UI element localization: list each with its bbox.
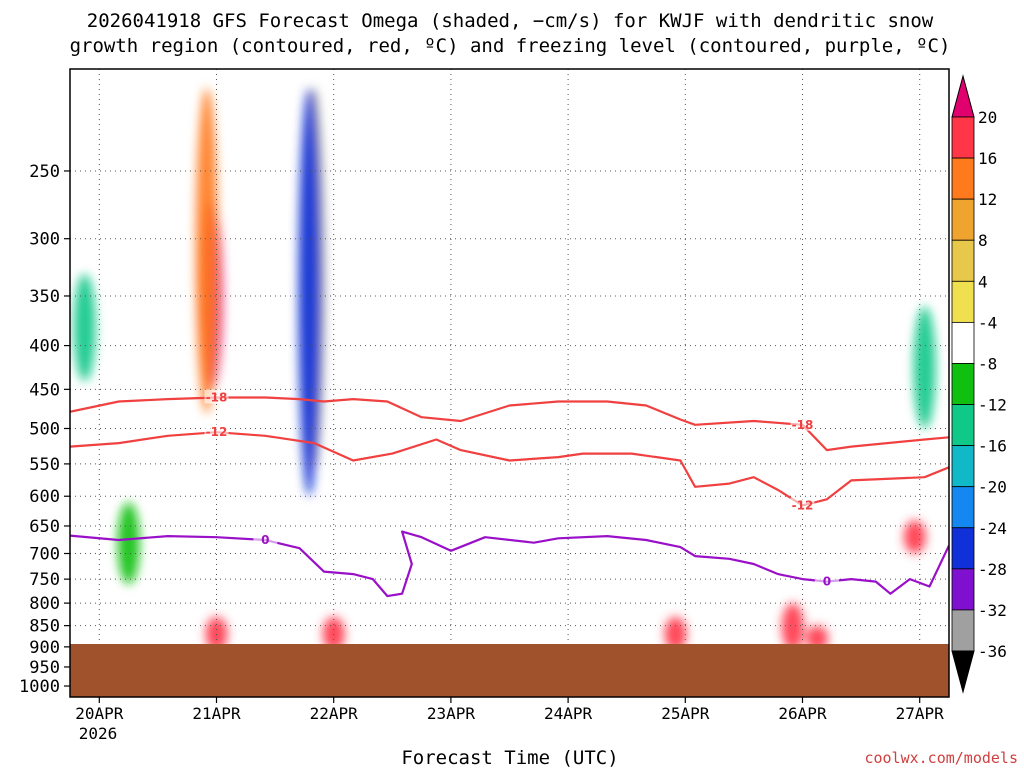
x-axis-label: Forecast Time (UTC) [401,747,618,768]
y-tick-label-8: 650 [29,517,60,537]
dendritic-contour-label-1-0: -12 [206,425,228,439]
omega-cell-1 [195,88,218,414]
x-tick-label-7: 27APR [896,704,945,723]
omega-cell-13 [703,69,726,364]
colorbar-label-3: 8 [978,231,988,250]
colorbar-label-0: 20 [978,108,997,127]
omega-cell-12 [117,502,140,585]
colorbar-label-7: -12 [978,396,1007,415]
colorbar-segment-9 [951,486,975,529]
chart-title-line-2: growth region (contoured, red, ºC) and f… [70,35,951,57]
omega-cell-10 [73,274,96,381]
y-tick-label-11: 800 [29,594,60,614]
colorbar-label-1: 16 [978,149,997,168]
freezing-contour-label-bg-0-1 [814,573,839,588]
plot-frame [69,68,950,698]
omega-cell-3 [298,88,321,497]
dendritic-contour-label-0-1: -18 [792,418,814,432]
colorbar-label-4: 4 [978,272,988,291]
omega-cell-4 [205,616,228,651]
colorbar-label-6: -8 [978,354,997,373]
colorbar-segment-10 [951,527,975,570]
omega-cell-9 [903,520,926,554]
colorbar-label-2: 12 [978,190,997,209]
dendritic-contour-label-bg-1-0 [204,424,229,439]
freezing-contour-label-0-1: 0 [823,575,831,589]
colorbar-segment-7 [951,404,975,447]
plot-background [70,69,949,697]
omega-cell-5 [322,616,345,651]
colorbar-bottom-arrow [951,650,975,694]
colorbar-segment-6 [951,363,975,405]
colorbar-label-9: -20 [978,478,1007,497]
x-tick-label-6: 26APR [778,704,827,723]
y-tick-label-0: 250 [29,162,60,182]
dendritic-contour-label-0-0: -18 [206,391,228,405]
y-tick-label-10: 750 [29,570,60,590]
colorbar-top-arrow [951,74,975,118]
y-tick-label-3: 400 [29,337,60,357]
y-tick-label-1: 300 [29,230,60,250]
colorbar-segment-12 [951,609,975,652]
colorbar: 20 16 12 8 4 -4 -8 -12 -16 -20 -24 -28 -32 -36 [951,74,1007,694]
colorbar-segment-0 [951,116,975,159]
freezing-contour-line-0 [70,530,949,598]
chart-title-line-1: 2026041918 GFS Forecast Omega (shaded, −… [87,10,934,32]
contours: -18 -18 -12 -12 0 0 [70,389,949,598]
x-tick-label-4: 24APR [544,704,593,723]
x-tick-label-2: 22APR [310,704,359,723]
x-tick-label-5: 25APR [661,704,710,723]
y-tick-label-12: 850 [29,617,60,637]
x-axis-sublabel: 2026 [79,724,118,743]
colorbar-segment-1 [951,157,975,200]
dendritic-contour-label-bg-0-1 [790,416,815,431]
colorbar-segment-3 [951,239,975,282]
y-tick-label-4: 450 [29,380,60,400]
y-axis: 2503003504004505005506006507007508008509… [19,162,70,697]
y-tick-label-9: 700 [29,545,60,565]
freezing-contour-label-0-0: 0 [261,533,269,547]
colorbar-segment-8 [951,445,975,488]
y-tick-label-13: 900 [29,638,60,658]
x-tick-label-3: 23APR [427,704,476,723]
colorbar-segment-4 [951,280,975,323]
colorbar-label-13: -36 [978,642,1007,661]
colorbar-label-11: -28 [978,560,1007,579]
colorbar-label-8: -16 [978,437,1007,456]
x-tick-label-0: 20APR [75,704,124,723]
y-tick-label-15: 1000 [19,677,60,697]
ground-surface [70,644,949,697]
omega-cell-11 [913,306,936,429]
y-tick-label-6: 550 [29,455,60,475]
colorbar-segment-5 [951,321,975,364]
x-tick-label-1: 21APR [192,704,241,723]
omega-cell-7 [781,603,804,651]
y-tick-label-2: 350 [29,287,60,307]
dendritic-contour-line-0 [70,396,949,452]
dendritic-contour-label-bg-1-1 [790,497,815,512]
freezing-contour-label-bg-0-0 [253,531,278,546]
y-tick-label-14: 950 [29,658,60,678]
colorbar-label-5: -4 [978,313,997,332]
colorbar-label-12: -32 [978,601,1007,620]
y-tick-label-7: 600 [29,487,60,507]
x-axis: 20APR 21APR 22APR 23APR 24APR 25APR 26APR 27APR [75,697,944,723]
colorbar-label-10: -24 [978,519,1007,538]
dendritic-contour-label-1-1: -12 [792,498,814,512]
credit-text: coolwx.com/models [864,749,1018,767]
y-tick-label-5: 500 [29,419,60,439]
omega-shading [73,69,936,651]
colorbar-segment-2 [951,198,975,241]
dendritic-contour-label-bg-0-0 [204,389,229,404]
colorbar-segment-11 [951,568,975,611]
